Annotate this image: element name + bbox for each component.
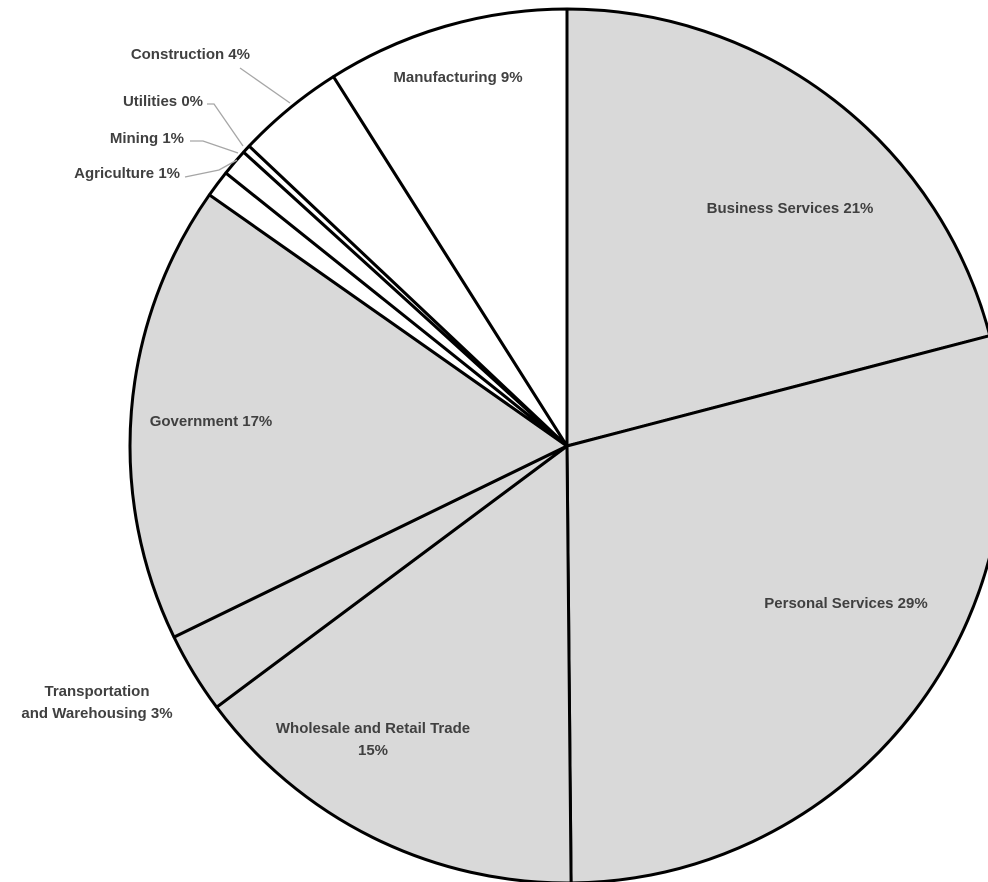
slice-label-transportation-and-warehousing: Transportation and Warehousing 3%: [21, 683, 172, 722]
slice-labels: Business Services 21% Personal Services 2…: [21, 46, 927, 759]
slice-label-agriculture: Agriculture 1%: [74, 165, 180, 182]
slice-label-utilities: Utilities 0%: [123, 93, 203, 110]
leader-line-mining: [190, 140, 239, 154]
slice-label-personal-services: Personal Services 29%: [764, 595, 927, 612]
leader-line-agriculture: [184, 159, 238, 178]
pie-slice-manufacturing: [331, 7, 569, 448]
pie-slices: [128, 7, 988, 882]
slice-label-construction: Construction 4%: [131, 46, 250, 63]
leader-lines: [184, 67, 291, 178]
slice-label-government: Government 17%: [150, 413, 273, 430]
slice-label-wholesale-and-retail-trade: Wholesale and Retail Trade 15%: [276, 720, 470, 759]
slice-label-mining: Mining 1%: [110, 130, 184, 147]
pie-slice-personal-services: [565, 334, 988, 882]
slice-label-business-services: Business Services 21%: [707, 200, 874, 217]
pie-slice-business-services: [565, 7, 988, 448]
leader-line-construction: [239, 67, 291, 104]
leader-line-utilities: [207, 103, 244, 147]
pie-slice-government: [128, 193, 569, 639]
pie-slice-wholesale-and-retail-trade: [215, 444, 573, 882]
slice-label-manufacturing: Manufacturing 9%: [393, 69, 522, 86]
